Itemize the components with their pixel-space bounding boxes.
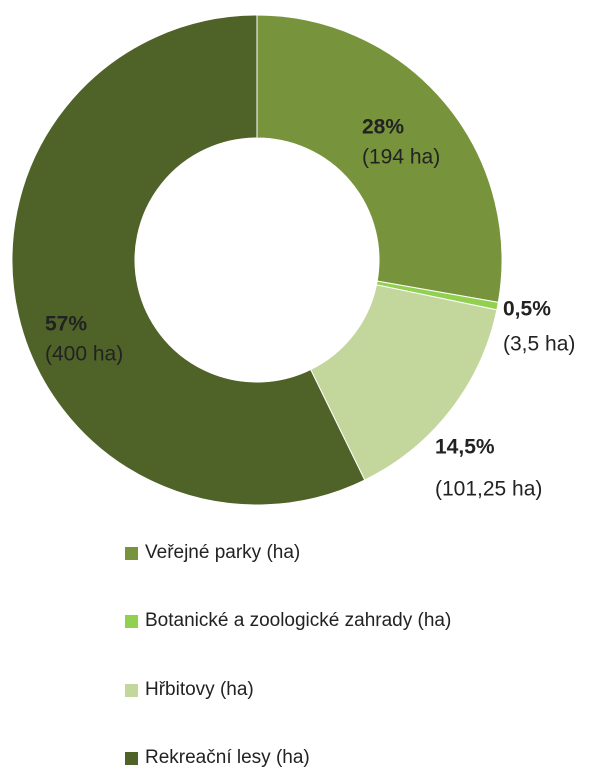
value-label: (400 ha) — [45, 343, 123, 366]
legend-label: Rekreační lesy (ha) — [145, 747, 310, 768]
legend-label: Botanické a zoologické zahrady (ha) — [145, 610, 452, 631]
value-label: (3,5 ha) — [503, 333, 575, 356]
percent-label: 28% — [362, 116, 404, 139]
value-label: (194 ha) — [362, 146, 440, 169]
legend-item: Hřbitovy (ha) — [125, 676, 495, 704]
legend-label: Veřejné parky (ha) — [145, 542, 301, 563]
percent-label: 14,5% — [435, 436, 495, 459]
chart: 28% (194 ha) 0,5% (3,5 ha) 14,5% (101,25 ha) 5… — [11, 14, 575, 506]
slice — [309, 284, 498, 481]
legend-swatch — [125, 615, 138, 628]
percent-label: 57% — [45, 313, 87, 336]
percent-label: 0,5% — [503, 298, 551, 321]
slice — [11, 14, 366, 506]
legend-label: Hřbitovy (ha) — [145, 679, 254, 700]
legend-swatch — [125, 684, 138, 697]
legend-item: Botanické a zoologické zahrady (ha) — [125, 607, 495, 635]
slice — [256, 14, 503, 303]
legend-swatch — [125, 547, 138, 560]
legend-swatch — [125, 752, 138, 765]
value-label: (101,25 ha) — [435, 478, 542, 501]
legend-item: Veřejné parky (ha) — [125, 539, 495, 567]
legend-item: Rekreační lesy (ha) — [125, 744, 495, 772]
